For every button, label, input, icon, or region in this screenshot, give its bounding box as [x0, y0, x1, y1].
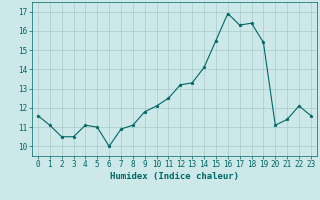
X-axis label: Humidex (Indice chaleur): Humidex (Indice chaleur)	[110, 172, 239, 181]
